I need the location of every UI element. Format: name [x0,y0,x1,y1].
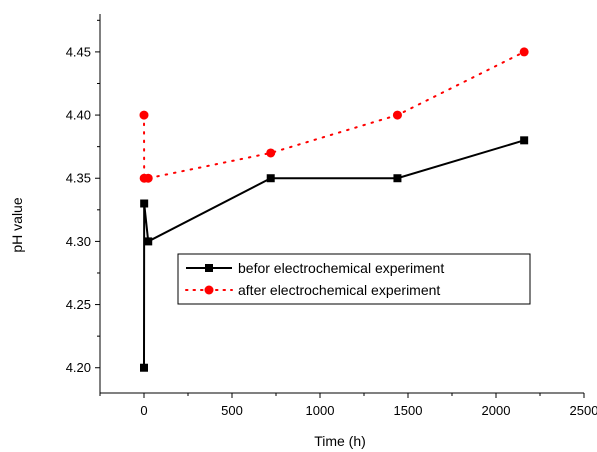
y-tick-label: 4.35 [66,171,91,186]
series-0-point [393,174,402,183]
y-tick-label: 4.25 [66,297,91,312]
series-0-point [144,237,153,246]
series-layer [139,47,529,372]
series-1-point [266,148,276,158]
x-tick-label: 2000 [482,403,511,418]
legend-marker-after [204,285,214,295]
series-1-point [519,47,529,57]
series-1-point [143,173,153,183]
legend-box [177,253,531,305]
x-tick-label: 500 [221,403,243,418]
y-tick-label: 4.45 [66,44,91,59]
x-tick-label: 1000 [306,403,335,418]
y-axis-label: pH value [9,197,25,252]
legend: befor electrochemical experiment after e… [177,253,531,305]
series-1-point [139,110,149,120]
axes [99,14,584,394]
series-1-point [392,110,402,120]
series-1-line [143,50,526,180]
x-tick-label: 2500 [570,403,597,418]
series-0-line [143,139,525,368]
y-tick-label: 4.40 [66,108,91,123]
series-0-point [520,136,529,145]
x-tick-label: 0 [140,403,147,418]
x-ticks: 0 500 1000 1500 2000 2500 [99,393,597,418]
y-ticks: 4.20 4.25 4.30 4.35 4.40 4.45 [66,19,100,375]
legend-label-after: after electrochemical experiment [238,282,440,298]
y-tick-label: 4.30 [66,234,91,249]
x-axis-label: Time (h) [314,433,366,449]
y-tick-label: 4.20 [66,360,91,375]
series-0-point [140,199,149,208]
series-0-point [140,363,148,372]
x-tick-label: 1500 [394,403,423,418]
legend-label-before: befor electrochemical experiment [238,260,444,276]
series-0-point [266,174,275,183]
legend-marker-before [205,264,213,272]
